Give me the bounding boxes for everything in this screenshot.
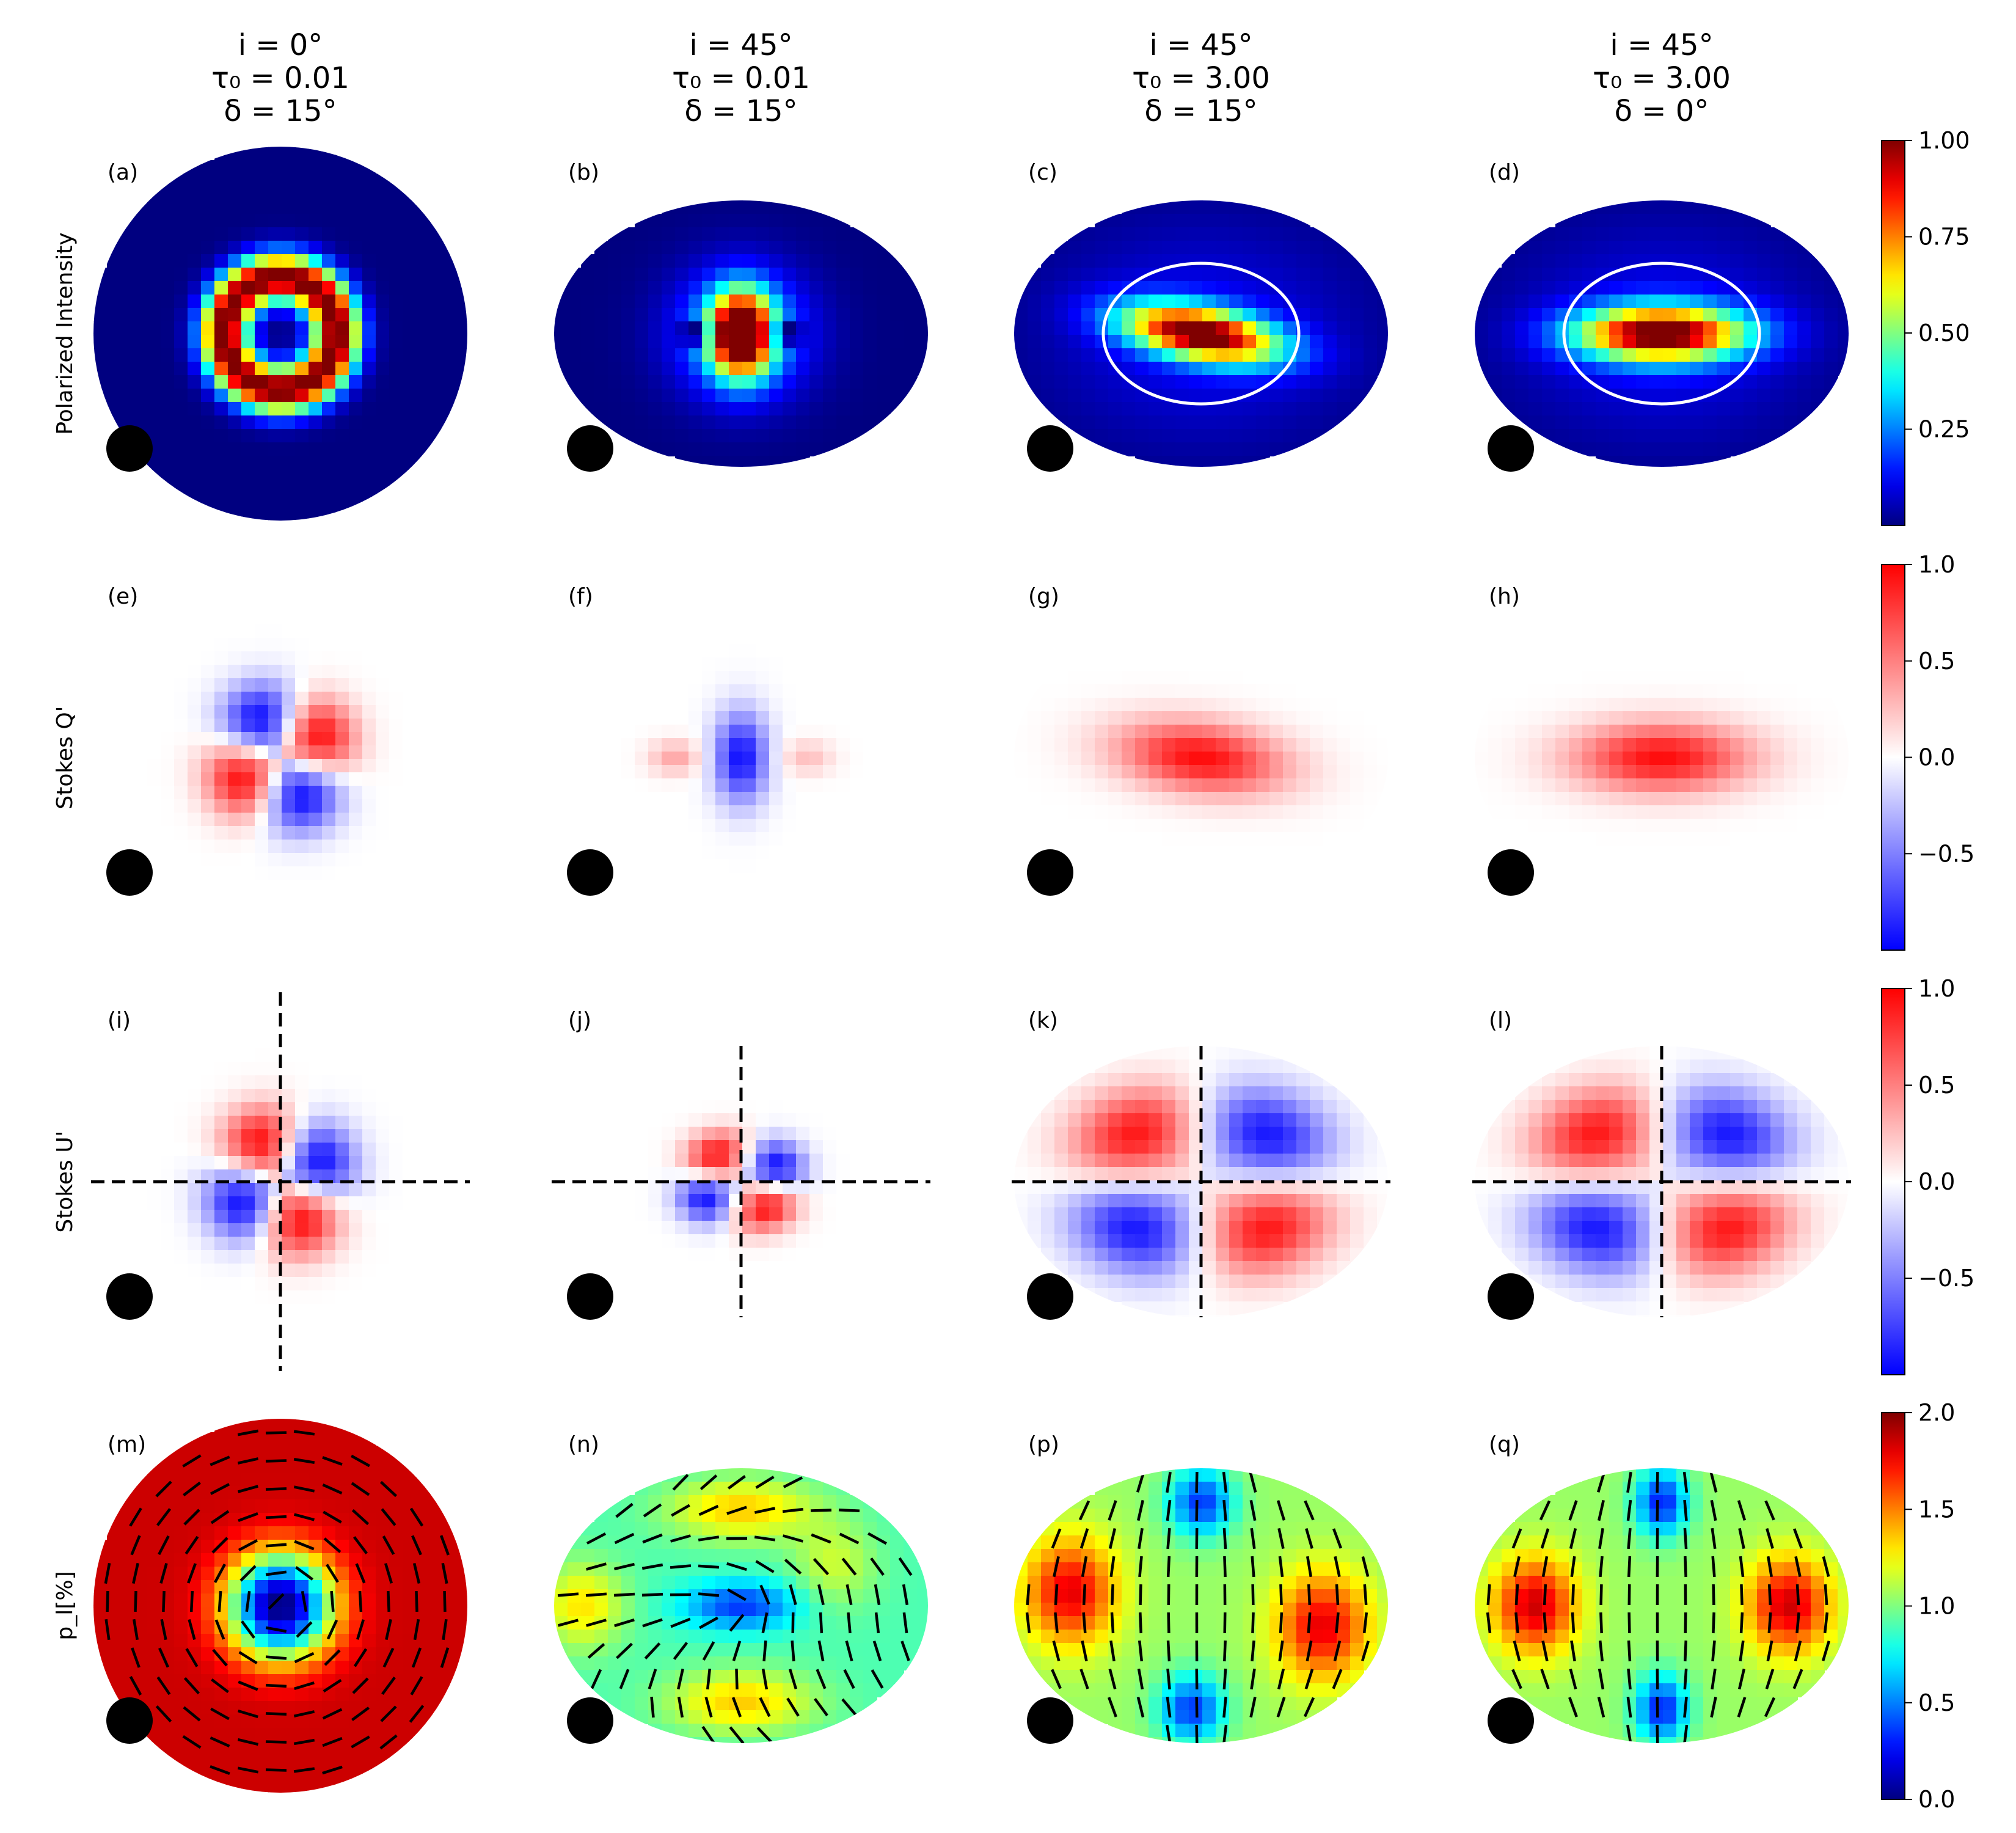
disk-marker [567, 1273, 613, 1320]
colorbar-tick-label: 1.0 [1918, 1593, 1955, 1620]
colorbar-tick-label: 0.5 [1918, 1689, 1955, 1716]
colorbar-tick-label: 0.5 [1918, 648, 1955, 675]
heatmap-panel-a [93, 147, 467, 521]
colorbar-tick-label: 2.0 [1918, 1399, 1955, 1426]
panel-tag: (p) [1028, 1432, 1059, 1457]
panel-tag: (j) [568, 1008, 591, 1033]
disk-marker [1027, 1697, 1073, 1744]
row-label: Stokes Q' [53, 706, 78, 809]
row-label: Polarized Intensity [53, 232, 78, 434]
heatmap-panel-g [1014, 617, 1388, 898]
polarization-vectors [557, 1474, 913, 1743]
disk-marker [1027, 425, 1073, 472]
colorbar-tick-label: 0.25 [1918, 416, 1970, 443]
colorbar [1881, 140, 1905, 526]
heatmap-panel-p [1014, 1468, 1388, 1743]
heatmap-panel-f [554, 617, 928, 898]
disk-marker [567, 849, 613, 896]
panel-tag: (a) [108, 160, 138, 185]
panel-tag: (l) [1489, 1008, 1512, 1033]
panel-tag: (k) [1028, 1008, 1058, 1033]
heatmap-panel-j [554, 1046, 928, 1317]
colorbar-tick-label: 0.0 [1918, 1786, 1955, 1813]
disk-marker [1488, 1273, 1534, 1320]
colorbar-tick-label: 1.0 [1918, 551, 1955, 578]
column-title: δ = 15° [224, 94, 337, 128]
colorbar [1881, 564, 1905, 951]
heatmap-panel-q [1475, 1468, 1849, 1743]
panel-tag: (d) [1489, 160, 1520, 185]
heatmap-panel-d [1475, 200, 1849, 467]
panel-tag: (m) [108, 1432, 146, 1457]
colorbar-tick-label: 0.0 [1918, 744, 1955, 771]
column-title: i = 45° [1610, 28, 1713, 62]
heatmap-panel-i [93, 995, 467, 1369]
column-title: τ₀ = 0.01 [672, 61, 810, 95]
disk-marker [1488, 425, 1534, 472]
colorbar-tick-label: 1.00 [1918, 127, 1970, 154]
disk-marker [1488, 1697, 1534, 1744]
colorbar-tick-label: 0.0 [1918, 1168, 1955, 1195]
colorbar-tick-label: 0.50 [1918, 320, 1970, 346]
panel-tag: (g) [1028, 584, 1059, 609]
panel-tag: (h) [1489, 584, 1520, 609]
colorbar-tick-label: 1.0 [1918, 975, 1955, 1002]
heatmap-panel-b [554, 200, 928, 467]
disk-marker [1027, 849, 1073, 896]
colorbar-tick-label: −0.5 [1918, 840, 1974, 867]
disk-marker [106, 1697, 153, 1744]
panel-tag: (n) [568, 1432, 599, 1457]
polarization-vectors [1025, 1471, 1370, 1743]
polarization-vectors [1486, 1471, 1831, 1743]
heatmap-panel-e [93, 571, 467, 945]
colorbar [1881, 988, 1905, 1375]
colorbar-tick-label: 1.5 [1918, 1496, 1955, 1523]
column-title: δ = 15° [1144, 94, 1257, 128]
disk-marker [106, 1273, 153, 1320]
column-title: δ = 0° [1615, 94, 1709, 128]
column-title: τ₀ = 3.00 [1593, 61, 1731, 95]
panel-tag: (q) [1489, 1432, 1520, 1457]
heatmap-panel-h [1475, 617, 1849, 898]
polarization-vectors [104, 1429, 450, 1775]
disk-marker [567, 1697, 613, 1744]
column-title: i = 45° [1149, 28, 1252, 62]
disk-marker [567, 425, 613, 472]
disk-marker [1027, 1273, 1073, 1320]
row-label: Stokes U' [53, 1130, 78, 1232]
panel-tag: (f) [568, 584, 593, 609]
heatmap-panel-c [1014, 200, 1388, 467]
heatmap-panel-m [93, 1419, 467, 1793]
row-label: p_l[%] [53, 1571, 78, 1640]
colorbar [1881, 1412, 1905, 1800]
panel-tag: (i) [108, 1008, 131, 1033]
heatmap-panel-n [554, 1468, 928, 1743]
column-title: τ₀ = 0.01 [211, 61, 349, 95]
disk-marker [106, 849, 153, 896]
disk-marker [1488, 849, 1534, 896]
column-title: τ₀ = 3.00 [1132, 61, 1270, 95]
disk-marker [106, 425, 153, 472]
colorbar-tick-label: 0.5 [1918, 1072, 1955, 1099]
panel-tag: (e) [108, 584, 138, 609]
column-title: i = 0° [238, 28, 323, 62]
column-title: δ = 15° [684, 94, 797, 128]
overlay-ellipse [1101, 262, 1301, 406]
colorbar-tick-label: −0.5 [1918, 1265, 1974, 1292]
panel-tag: (b) [568, 160, 599, 185]
column-title: i = 45° [689, 28, 792, 62]
colorbar-tick-label: 0.75 [1918, 224, 1970, 251]
overlay-ellipse [1562, 262, 1761, 406]
panel-tag: (c) [1028, 160, 1057, 185]
